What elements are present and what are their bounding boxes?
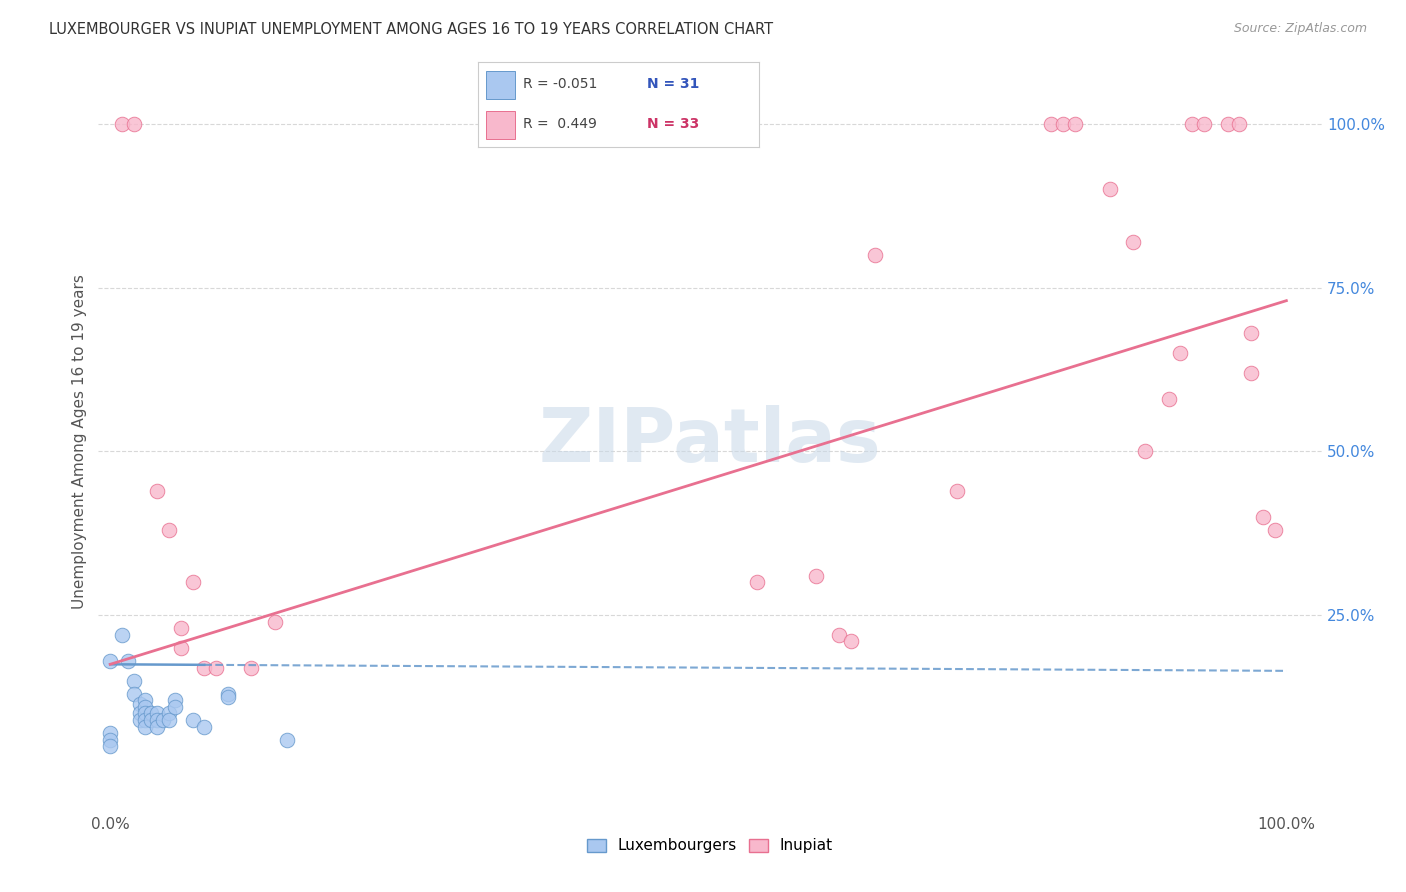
Point bbox=[98, 732, 121, 747]
Point bbox=[128, 697, 150, 711]
Point bbox=[1240, 366, 1263, 380]
Point bbox=[263, 615, 285, 629]
Point bbox=[217, 687, 239, 701]
Point bbox=[217, 690, 239, 704]
Point bbox=[146, 720, 169, 734]
Text: N = 31: N = 31 bbox=[647, 78, 699, 92]
Point bbox=[745, 575, 768, 590]
Point bbox=[170, 640, 193, 655]
Point bbox=[1040, 117, 1063, 131]
Point bbox=[128, 706, 150, 721]
Point bbox=[170, 621, 193, 635]
Text: Source: ZipAtlas.com: Source: ZipAtlas.com bbox=[1233, 22, 1367, 36]
Point bbox=[98, 654, 121, 668]
Point bbox=[1063, 117, 1085, 131]
Bar bbox=[486, 111, 515, 139]
Y-axis label: Unemployment Among Ages 16 to 19 years: Unemployment Among Ages 16 to 19 years bbox=[72, 274, 87, 609]
Point bbox=[1240, 326, 1263, 341]
Point bbox=[134, 720, 156, 734]
Text: R =  0.449: R = 0.449 bbox=[523, 118, 598, 131]
Point bbox=[128, 713, 150, 727]
Point bbox=[1098, 182, 1121, 196]
Point bbox=[157, 523, 180, 537]
Point bbox=[163, 699, 186, 714]
Point bbox=[1192, 117, 1215, 131]
Text: R = -0.051: R = -0.051 bbox=[523, 78, 598, 92]
Point bbox=[134, 699, 156, 714]
Point bbox=[117, 654, 139, 668]
Point bbox=[181, 713, 204, 727]
Point bbox=[804, 569, 827, 583]
Point bbox=[146, 706, 169, 721]
Bar bbox=[486, 71, 515, 99]
Point bbox=[157, 713, 180, 727]
Point bbox=[141, 706, 163, 721]
Point bbox=[141, 713, 163, 727]
Point bbox=[1264, 523, 1286, 537]
Point bbox=[157, 706, 180, 721]
Text: ZIPatlas: ZIPatlas bbox=[538, 405, 882, 478]
Point bbox=[276, 732, 298, 747]
Point bbox=[205, 660, 228, 674]
Text: N = 33: N = 33 bbox=[647, 118, 699, 131]
Point bbox=[122, 117, 145, 131]
Point bbox=[98, 726, 121, 740]
Point bbox=[1251, 509, 1274, 524]
Point bbox=[98, 739, 121, 754]
Point bbox=[1157, 392, 1180, 406]
Point bbox=[1216, 117, 1239, 131]
Point bbox=[946, 483, 969, 498]
Point bbox=[828, 628, 851, 642]
Point bbox=[240, 660, 263, 674]
Point bbox=[134, 713, 156, 727]
Point bbox=[839, 634, 862, 648]
Point bbox=[146, 483, 169, 498]
Point bbox=[1052, 117, 1074, 131]
Point bbox=[111, 628, 134, 642]
Point bbox=[863, 248, 886, 262]
Point bbox=[122, 687, 145, 701]
Point bbox=[134, 693, 156, 707]
Point bbox=[1227, 117, 1250, 131]
Point bbox=[163, 693, 186, 707]
Text: LUXEMBOURGER VS INUPIAT UNEMPLOYMENT AMONG AGES 16 TO 19 YEARS CORRELATION CHART: LUXEMBOURGER VS INUPIAT UNEMPLOYMENT AMO… bbox=[49, 22, 773, 37]
Point bbox=[111, 117, 134, 131]
Point bbox=[1181, 117, 1204, 131]
Point bbox=[122, 673, 145, 688]
Point bbox=[1122, 235, 1144, 249]
Point bbox=[181, 575, 204, 590]
Point bbox=[152, 713, 174, 727]
Point bbox=[193, 720, 215, 734]
Point bbox=[193, 660, 215, 674]
Legend: Luxembourgers, Inupiat: Luxembourgers, Inupiat bbox=[581, 832, 839, 860]
Point bbox=[134, 706, 156, 721]
Point bbox=[146, 713, 169, 727]
Point bbox=[1170, 346, 1192, 360]
Point bbox=[1135, 444, 1157, 458]
